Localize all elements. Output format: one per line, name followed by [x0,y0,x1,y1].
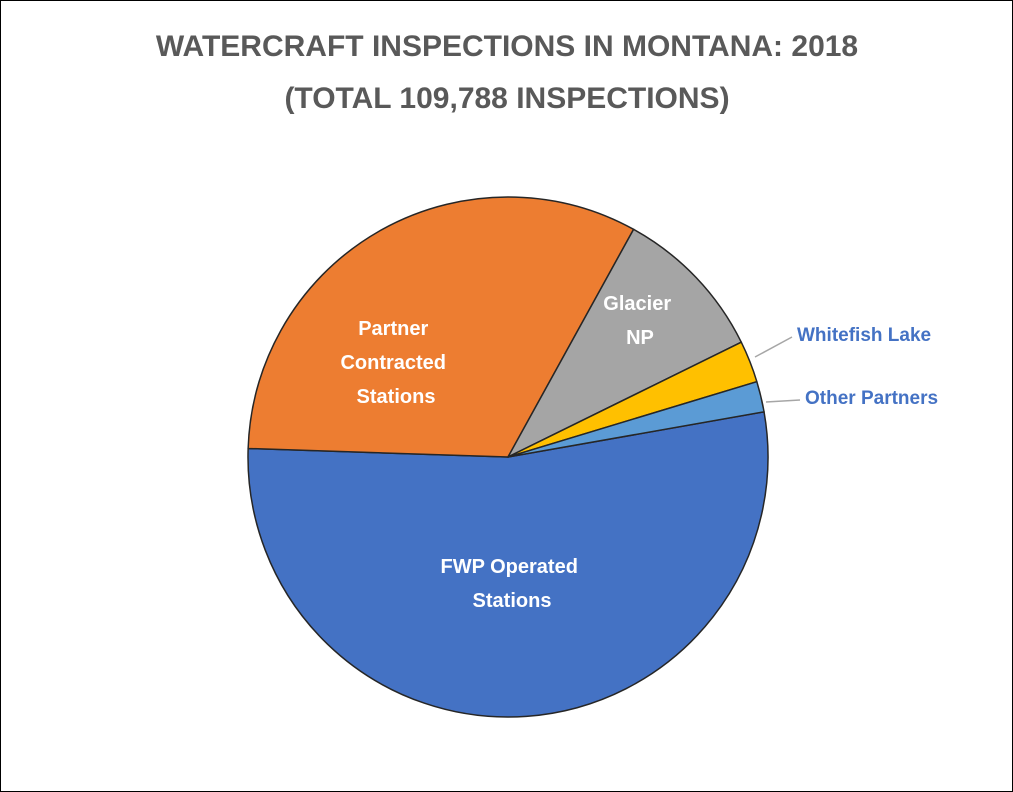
pie-slice [507,380,765,458]
pie-slice [247,411,769,718]
chart-subtitle: (TOTAL 109,788 INSPECTIONS) [284,82,729,115]
chart-title: WATERCRAFT INSPECTIONS IN MONTANA: 2018 [156,30,858,63]
slice-label: Glacier NP [603,293,676,349]
slice-label: Whitefish Lake [797,325,931,346]
slice-label: Other Partners [805,388,938,409]
leader-line [754,336,793,358]
slice-label: Partner Contracted Stations [340,318,451,408]
slice-label: FWP Operated Stations [441,556,584,612]
pie-slice [507,228,743,458]
leader-line [765,399,801,403]
pie-slice [247,196,635,458]
